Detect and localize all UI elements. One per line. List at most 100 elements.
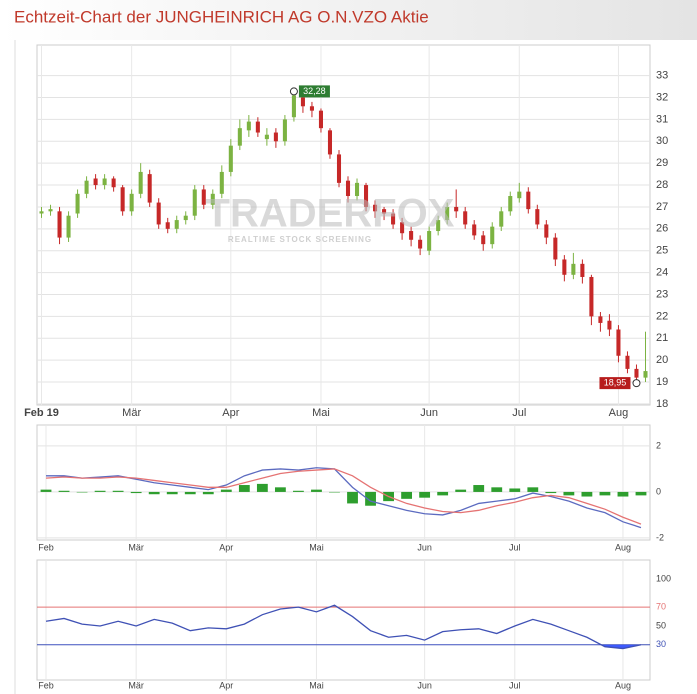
x-tick-label: Feb [38, 542, 54, 552]
histogram-bar [617, 491, 629, 497]
y-tick-label: 30 [656, 639, 666, 649]
y-tick-label: -2 [656, 532, 664, 542]
x-tick-label: Aug [615, 542, 631, 552]
x-tick-label: Feb [38, 680, 54, 690]
candle-body [616, 329, 621, 356]
x-tick-label: Jun [417, 542, 432, 552]
histogram-bar [347, 491, 358, 504]
candle-body [517, 191, 522, 199]
histogram-bar [419, 491, 431, 498]
y-tick-label: 2 [656, 440, 661, 450]
histogram-bar [148, 491, 160, 495]
histogram-bar [256, 483, 268, 492]
histogram-bar [545, 491, 557, 494]
histogram-bar [112, 490, 124, 492]
x-tick-label: Jul [509, 680, 521, 690]
x-tick-label: Jul [509, 542, 521, 552]
y-tick-label: 32 [656, 91, 668, 103]
histogram-bar [329, 491, 340, 493]
annotation-label: 18,95 [604, 377, 627, 387]
candle-body [291, 95, 296, 118]
y-tick-label: 26 [656, 223, 668, 235]
candle-body [66, 215, 71, 238]
candle-body [400, 222, 405, 234]
y-tick-label: 24 [656, 267, 668, 279]
candle-body [183, 215, 188, 221]
candle-body [57, 211, 62, 238]
candle-body [111, 178, 116, 188]
candle-body [634, 368, 639, 378]
candle-body [490, 226, 495, 245]
y-tick-label: 33 [656, 70, 668, 82]
line [46, 467, 642, 529]
x-tick-label: Aug [609, 407, 629, 419]
candle-body [210, 193, 215, 205]
header [0, 0, 697, 40]
candle-body [589, 276, 594, 317]
y-tick-label: 22 [656, 310, 668, 322]
histogram-bar [599, 491, 611, 496]
annotation-box [599, 377, 631, 390]
x-tick-label: Mär [122, 407, 141, 419]
x-tick-label: Aug [615, 680, 631, 690]
x-tick-label: Mai [309, 542, 324, 552]
histogram-bar [293, 490, 304, 492]
histogram-bar [184, 491, 196, 495]
candle-body [120, 187, 125, 212]
candle-body [571, 263, 576, 275]
y-tick-label: 30 [656, 135, 668, 147]
histogram-bar [365, 491, 376, 506]
candle-body [309, 106, 314, 111]
candle-body [454, 206, 459, 212]
histogram-bar [220, 489, 232, 492]
histogram-bar [76, 491, 88, 493]
candle-body [246, 121, 251, 131]
candle-body [427, 231, 432, 251]
x-tick-label: Jun [417, 680, 432, 690]
candle-body [553, 237, 558, 260]
watermark-tagline: REALTIME STOCK SCREENING [228, 235, 372, 244]
histogram-bar [94, 490, 106, 492]
y-tick-label: 18 [656, 398, 668, 410]
candle-body [219, 171, 224, 194]
x-tick-label: Feb 19 [24, 407, 59, 419]
histogram-bar [473, 485, 485, 492]
candle-body [318, 110, 323, 129]
candle-body [391, 213, 396, 225]
histogram-bar [455, 489, 467, 492]
candle-body [165, 222, 170, 229]
candle-body [129, 193, 134, 212]
histogram-bar [509, 488, 521, 492]
y-tick-label: 28 [656, 179, 668, 191]
y-tick-label: 19 [656, 376, 668, 388]
candle-body [499, 211, 504, 227]
candle-body [382, 209, 387, 214]
histogram-bar [130, 491, 142, 494]
candle-body [39, 211, 44, 214]
watermark: TRADERFOX [206, 192, 455, 236]
candle-body [273, 132, 278, 142]
candle-body [354, 182, 360, 197]
candle-body [327, 130, 333, 155]
candle-body [264, 134, 269, 140]
y-tick-label: 25 [656, 245, 668, 257]
candle-body [147, 174, 152, 203]
candle-body [436, 220, 441, 232]
candle-body [300, 97, 305, 107]
candle-body [508, 196, 513, 212]
histogram-bar [202, 491, 214, 495]
candle-body [364, 185, 369, 207]
extreme-marker [632, 379, 641, 388]
candle-body [84, 180, 89, 194]
histogram-bar [563, 491, 575, 496]
candle-body [373, 204, 378, 212]
panel [36, 424, 651, 541]
y-tick-label: 31 [656, 113, 668, 125]
candle-body [445, 206, 450, 221]
candle-body [93, 178, 98, 186]
x-tick-label: Apr [222, 407, 239, 419]
x-tick-label: Mär [128, 542, 144, 552]
y-tick-label: 27 [656, 201, 668, 213]
y-tick-label: 29 [656, 157, 668, 169]
